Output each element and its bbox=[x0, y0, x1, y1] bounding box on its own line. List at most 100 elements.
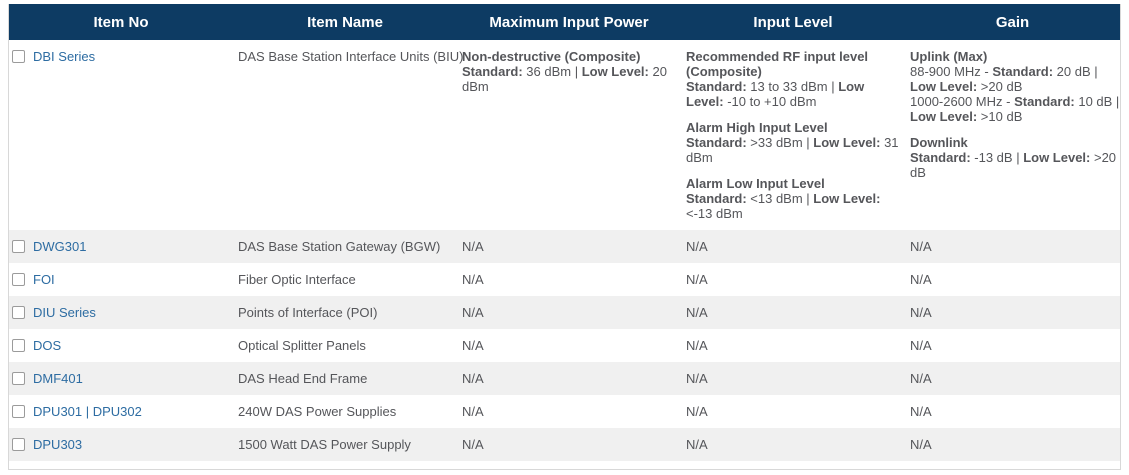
max-input-power-cell: N/A bbox=[457, 230, 681, 263]
item-no-link[interactable]: DPU301 | DPU302 bbox=[33, 404, 142, 419]
item-no-cell: DPU301 | DPU302 bbox=[9, 395, 233, 428]
cell-text: N/A bbox=[462, 404, 484, 419]
cell-text: N/A bbox=[686, 437, 708, 452]
item-name-cell: Fiber Optic Interface bbox=[233, 263, 457, 296]
item-no-link[interactable]: DMF401 bbox=[33, 371, 83, 386]
item-no-link[interactable]: DIU Series bbox=[33, 305, 96, 320]
gain-cell: N/A bbox=[905, 263, 1120, 296]
input-level-cell: N/A bbox=[681, 329, 905, 362]
gain-cell: Uplink (Max) 88-900 MHz - Standard: 20 dB… bbox=[905, 40, 1120, 230]
item-no-link[interactable]: DOS bbox=[33, 338, 62, 353]
table-row: DPU301 | DPU302 240W DAS Power Supplies N/… bbox=[9, 395, 1120, 428]
cell-text: N/A bbox=[910, 272, 932, 287]
cell-text: N/A bbox=[462, 371, 484, 386]
row-checkbox[interactable] bbox=[12, 240, 25, 253]
max-input-power-cell: N/A bbox=[457, 395, 681, 428]
table-body: DBI Series DAS Base Station Interface Uni… bbox=[9, 40, 1120, 461]
item-no-cell: DMF401 bbox=[9, 362, 233, 395]
table-row: DBI Series DAS Base Station Interface Uni… bbox=[9, 40, 1120, 230]
column-header-item-no: Item No bbox=[9, 4, 233, 40]
item-name-cell: DAS Base Station Interface Units (BIU) bbox=[233, 40, 463, 230]
product-spec-table: Item No Item Name Maximum Input Power In… bbox=[9, 4, 1120, 461]
item-no-cell: FOI bbox=[9, 263, 233, 296]
item-no-link[interactable]: DWG301 bbox=[33, 239, 87, 254]
item-no-link[interactable]: FOI bbox=[33, 272, 55, 287]
cell-text: N/A bbox=[686, 338, 708, 353]
item-name-cell: DAS Head End Frame bbox=[233, 362, 457, 395]
column-header-gain: Gain bbox=[905, 4, 1120, 40]
item-no-cell: DOS bbox=[9, 329, 233, 362]
item-name-cell: 1500 Watt DAS Power Supply bbox=[233, 428, 457, 461]
item-name-cell: Points of Interface (POI) bbox=[233, 296, 457, 329]
table-row: DMF401 DAS Head End Frame N/A N/A N/A bbox=[9, 362, 1120, 395]
cell-text: N/A bbox=[462, 305, 484, 320]
input-level-cell: Recommended RF input level (Composite) St… bbox=[681, 40, 905, 230]
row-checkbox[interactable] bbox=[12, 438, 25, 451]
column-header-item-name: Item Name bbox=[233, 4, 457, 40]
table-row: DWG301 DAS Base Station Gateway (BGW) N/A N… bbox=[9, 230, 1120, 263]
cell-paragraph: Recommended RF input level (Composite) St… bbox=[686, 49, 869, 109]
cell-paragraph: Non-destructive (Composite) Standard: 36 … bbox=[462, 49, 667, 94]
max-input-power-cell: N/A bbox=[457, 329, 681, 362]
gain-cell: N/A bbox=[905, 428, 1120, 461]
row-checkbox[interactable] bbox=[12, 273, 25, 286]
item-name-cell: Optical Splitter Panels bbox=[233, 329, 457, 362]
cell-text: N/A bbox=[910, 338, 932, 353]
row-checkbox[interactable] bbox=[12, 405, 25, 418]
cell-text: N/A bbox=[910, 305, 932, 320]
cell-text: N/A bbox=[462, 437, 484, 452]
gain-cell: N/A bbox=[905, 362, 1120, 395]
item-no-cell: DWG301 bbox=[9, 230, 233, 263]
gain-cell: N/A bbox=[905, 230, 1120, 263]
input-level-cell: N/A bbox=[681, 362, 905, 395]
cell-text: N/A bbox=[462, 338, 484, 353]
table-row: FOI Fiber Optic Interface N/A N/A N/A bbox=[9, 263, 1120, 296]
product-spec-table-container: Item No Item Name Maximum Input Power In… bbox=[8, 4, 1121, 470]
cell-text: N/A bbox=[686, 404, 708, 419]
column-header-input-level: Input Level bbox=[681, 4, 905, 40]
item-no-cell: DIU Series bbox=[9, 296, 233, 329]
table-row: DPU303 1500 Watt DAS Power Supply N/A N/A N/… bbox=[9, 428, 1120, 461]
input-level-cell: N/A bbox=[681, 395, 905, 428]
cell-text: N/A bbox=[686, 272, 708, 287]
header-row: Item No Item Name Maximum Input Power In… bbox=[9, 4, 1120, 40]
input-level-cell: N/A bbox=[681, 428, 905, 461]
cell-paragraph: Alarm High Input Level Standard: >33 dBm … bbox=[686, 120, 899, 165]
item-name-cell: 240W DAS Power Supplies bbox=[233, 395, 457, 428]
item-no-link[interactable]: DBI Series bbox=[33, 49, 96, 64]
gain-cell: N/A bbox=[905, 329, 1120, 362]
cell-text: N/A bbox=[686, 305, 708, 320]
gain-cell: N/A bbox=[905, 296, 1120, 329]
cell-text: N/A bbox=[910, 437, 932, 452]
max-input-power-cell: N/A bbox=[457, 296, 681, 329]
cell-text: N/A bbox=[910, 404, 932, 419]
cell-text: N/A bbox=[462, 272, 484, 287]
item-name-cell: DAS Base Station Gateway (BGW) bbox=[233, 230, 457, 263]
cell-text: N/A bbox=[686, 239, 708, 254]
row-checkbox[interactable] bbox=[12, 372, 25, 385]
max-input-power-cell: N/A bbox=[457, 362, 681, 395]
input-level-cell: N/A bbox=[681, 263, 905, 296]
table-row: DIU Series Points of Interface (POI) N/A N/… bbox=[9, 296, 1120, 329]
item-no-cell: DPU303 bbox=[9, 428, 233, 461]
item-no-cell: DBI Series bbox=[9, 40, 233, 230]
cell-text: N/A bbox=[462, 239, 484, 254]
row-checkbox[interactable] bbox=[12, 339, 25, 352]
gain-cell: N/A bbox=[905, 395, 1120, 428]
table-row: DOS Optical Splitter Panels N/A N/A N/A bbox=[9, 329, 1120, 362]
item-no-link[interactable]: DPU303 bbox=[33, 437, 83, 452]
input-level-cell: N/A bbox=[681, 296, 905, 329]
cell-text: N/A bbox=[910, 239, 932, 254]
cell-paragraph: Downlink Standard: -13 dB | Low Level: >2… bbox=[910, 135, 1117, 180]
cell-text: N/A bbox=[910, 371, 932, 386]
max-input-power-cell: Non-destructive (Composite) Standard: 36 … bbox=[457, 40, 681, 230]
max-input-power-cell: N/A bbox=[457, 263, 681, 296]
max-input-power-cell: N/A bbox=[457, 428, 681, 461]
row-checkbox[interactable] bbox=[12, 306, 25, 319]
cell-text: N/A bbox=[686, 371, 708, 386]
column-header-max-input-power: Maximum Input Power bbox=[457, 4, 681, 40]
cell-paragraph: Uplink (Max) 88-900 MHz - Standard: 20 dB… bbox=[910, 49, 1120, 124]
input-level-cell: N/A bbox=[681, 230, 905, 263]
row-checkbox[interactable] bbox=[12, 50, 25, 63]
cell-paragraph: Alarm Low Input Level Standard: <13 dBm |… bbox=[686, 176, 881, 221]
